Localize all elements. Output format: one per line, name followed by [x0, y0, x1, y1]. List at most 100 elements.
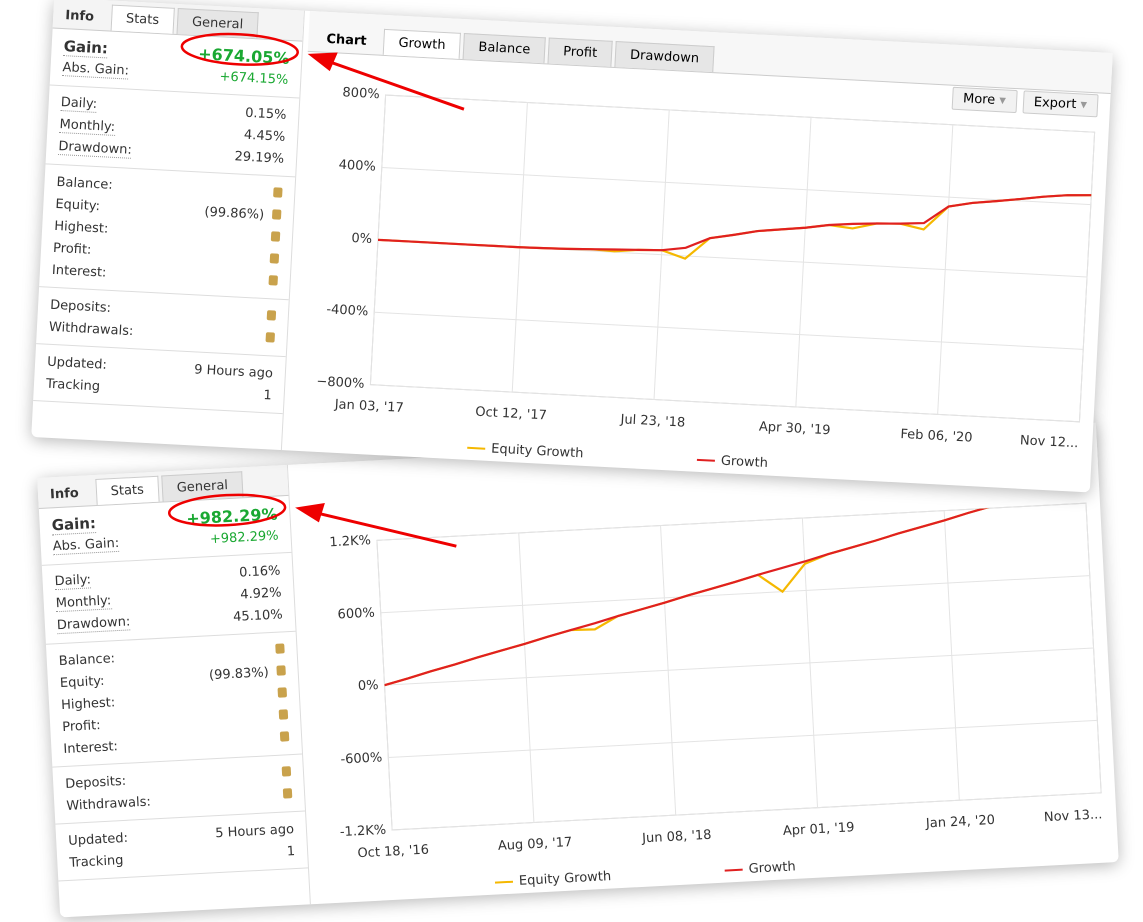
tab[interactable]: General	[161, 471, 244, 502]
label: Abs. Gain:	[62, 60, 130, 80]
label: Drawdown:	[56, 614, 131, 635]
label: Daily:	[54, 572, 92, 591]
x-tick-label: Nov 13...	[1044, 807, 1103, 825]
label: Monthly:	[55, 593, 112, 613]
x-tick-label: Oct 18, '16	[357, 843, 429, 862]
value-wrap: 0.16%	[239, 563, 281, 580]
value-wrap	[267, 642, 285, 658]
x-tick-label: Jan 24, '20	[925, 813, 996, 832]
lock-icon	[281, 765, 292, 777]
tab[interactable]: Profit	[547, 37, 613, 67]
stat-group: Daily: 0.15% Monthly: 4.45% Drawdown: 29.19%	[45, 85, 300, 178]
value-wrap	[260, 273, 279, 289]
y-tick-label: -600%	[340, 750, 383, 767]
y-tick-label: 0%	[351, 231, 372, 247]
value-wrap: 1	[286, 844, 295, 859]
tab[interactable]: Growth	[382, 28, 462, 59]
value: (99.86%)	[204, 204, 265, 223]
account-card: Info Stats General Gain: +982.29% Abs. Gain: +…	[37, 422, 1119, 918]
stats-panel: Info Stats General Gain: +982.29% Abs. Gain: +…	[37, 464, 311, 918]
account-card: Info Stats General Gain: +674.05% Abs. Gain: +…	[31, 0, 1113, 493]
y-tick-label: 400%	[338, 158, 376, 175]
value: 0.16%	[238, 562, 281, 581]
label: Tracking	[45, 376, 101, 394]
value-wrap: 1	[263, 388, 272, 403]
lock-icon	[273, 186, 283, 198]
value-wrap	[257, 330, 276, 346]
lock-icon	[278, 708, 289, 720]
x-tick-label: Apr 01, '19	[783, 820, 855, 839]
grid-line	[518, 532, 535, 823]
legend-label: Equity Growth	[491, 442, 584, 462]
lock-icon	[270, 230, 281, 242]
label: Abs. Gain:	[52, 535, 120, 556]
value-wrap	[272, 730, 290, 746]
grid-line	[653, 109, 670, 400]
lock-icon	[276, 664, 286, 676]
grid-line	[370, 384, 1080, 423]
grid-line	[795, 117, 812, 407]
label: Monthly:	[59, 117, 116, 136]
lock-icon	[266, 309, 277, 321]
grid-line	[388, 719, 1098, 759]
y-tick-label: 1.2K%	[329, 533, 371, 550]
label: Gain:	[51, 513, 97, 535]
lock-icon	[269, 252, 280, 264]
value-wrap: 4.92%	[240, 585, 282, 602]
y-tick-label: -1.2K%	[340, 823, 387, 840]
grid-line	[943, 510, 960, 801]
lock-icon	[277, 686, 288, 698]
x-tick-label: Jul 23, '18	[619, 412, 685, 430]
label: Profit:	[61, 717, 101, 735]
tab[interactable]: Stats	[110, 4, 175, 34]
label: Interest:	[63, 738, 119, 757]
tab[interactable]: Stats	[95, 475, 160, 505]
grid-line	[380, 575, 1090, 614]
label: Balance:	[56, 174, 114, 193]
legend-swatch	[467, 446, 486, 450]
x-tick-label: Oct 12, '17	[475, 405, 547, 424]
label: Withdrawals:	[48, 319, 134, 339]
abs-gain-value: +674.15%	[219, 68, 289, 88]
value-wrap	[271, 708, 289, 724]
lock-icon	[271, 208, 282, 220]
legend-swatch	[696, 458, 715, 462]
lock-icon	[265, 331, 276, 343]
y-tick-label: −800%	[316, 374, 365, 391]
label: Highest:	[53, 218, 109, 237]
label: Withdrawals:	[66, 794, 152, 814]
value-wrap	[265, 185, 283, 201]
tab[interactable]: General	[176, 8, 259, 39]
series-line	[377, 194, 1092, 252]
value: 1	[263, 387, 273, 403]
value-wrap	[275, 787, 293, 803]
legend-swatch	[494, 880, 514, 884]
label: Updated:	[67, 830, 129, 849]
chart: -1.2K% -600% 0% 600% 1.2K% Oct 18, '16 Aug 09,…	[329, 502, 1103, 889]
value-wrap	[261, 251, 280, 267]
value: 29.19%	[234, 148, 285, 167]
stat-group: Daily: 0.16% Monthly: 4.92% Drawdown: 45.10%	[41, 552, 296, 645]
label: Daily:	[60, 95, 98, 113]
x-tick-label: Aug 09, '17	[498, 835, 573, 854]
label: Equity:	[59, 673, 105, 691]
stat-group: Updated: 5 Hours ago Tracking 1	[55, 811, 309, 882]
grid-line	[376, 502, 1086, 541]
grid-line	[660, 525, 677, 816]
value: (99.83%)	[208, 664, 270, 683]
tab: Chart	[326, 31, 367, 49]
legend-label: Growth	[748, 859, 796, 876]
value: 5 Hours ago	[214, 821, 295, 841]
value: 4.45%	[243, 127, 286, 145]
lock-icon	[268, 274, 279, 286]
value: 45.10%	[232, 606, 284, 625]
grid-line	[392, 792, 1102, 831]
x-tick-label: Feb 06, '20	[900, 427, 973, 446]
y-tick-label: 600%	[337, 606, 375, 623]
label: Balance:	[58, 650, 116, 669]
value-wrap	[274, 765, 292, 781]
legend-label: Growth	[721, 454, 769, 471]
label: Tracking	[69, 852, 124, 871]
stats-panel: Info Stats General Gain: +674.05% Abs. Gain: +…	[31, 0, 305, 451]
